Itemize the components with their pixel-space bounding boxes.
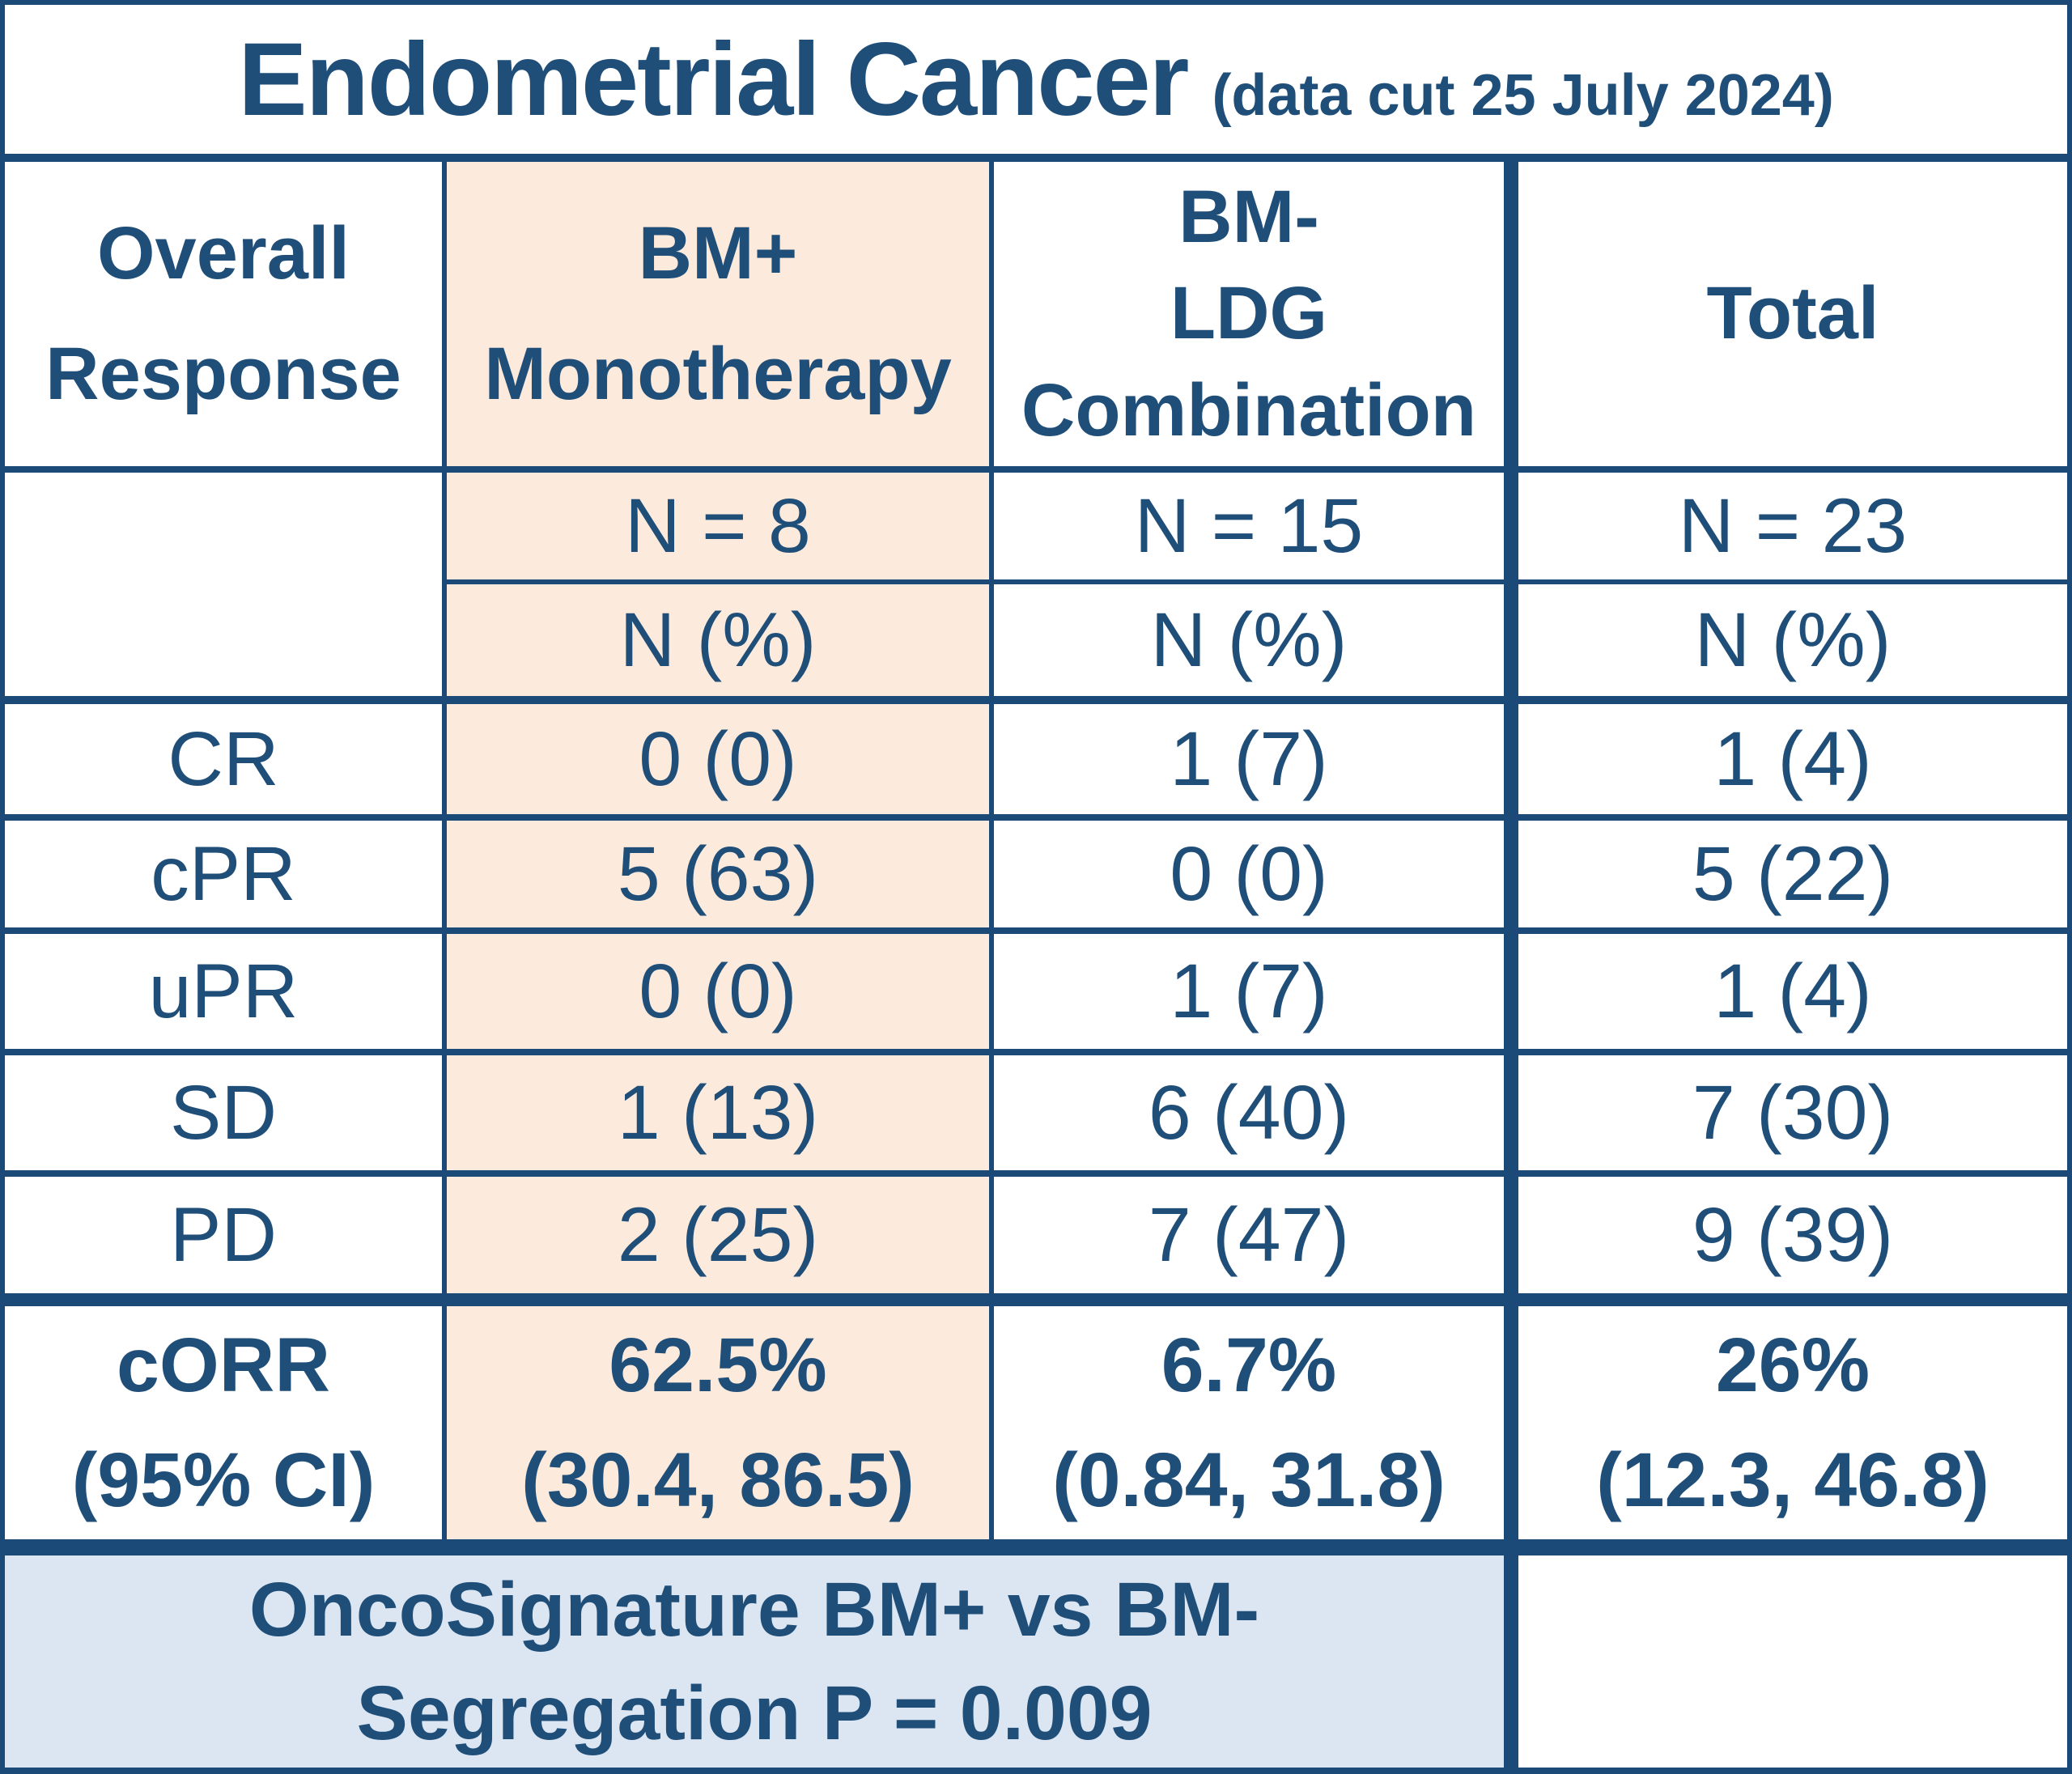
cell-upr-bm-plus: 0 (0): [447, 934, 989, 1049]
title-row: Endometrial Cancer (data cut 25 July 202…: [5, 5, 2067, 154]
footnote-cell: OncoSignature BM+ vs BM- Segregation P =…: [5, 1555, 1504, 1768]
unit-cell-bm-minus: N (%): [994, 584, 1504, 696]
corr-cell-bm-plus: 62.5% (30.4, 86.5): [447, 1306, 989, 1539]
row-label-cpr: cPR: [5, 821, 442, 927]
cell-sd-bm-minus: 6 (40): [994, 1055, 1504, 1170]
corr-cell-bm-minus: 6.7% (0.84, 31.8): [994, 1306, 1504, 1539]
cell-pd-total: 9 (39): [1518, 1177, 2067, 1293]
n-cell-total: N = 23: [1518, 473, 2067, 579]
cell-cr-bm-plus: 0 (0): [447, 704, 989, 814]
title-group: Endometrial Cancer (data cut 25 July 202…: [238, 20, 1834, 139]
n-cell-bm-plus: N = 8: [447, 473, 989, 579]
cell-pd-bm-plus: 2 (25): [447, 1177, 989, 1293]
cell-cpr-total: 5 (22): [1518, 821, 2067, 927]
cell-sd-total: 7 (30): [1518, 1055, 2067, 1170]
header-bm-minus-ldg-combination: BM- LDG Combination: [994, 162, 1504, 466]
row-label-sd: SD: [5, 1055, 442, 1170]
cell-upr-bm-minus: 1 (7): [994, 934, 1504, 1049]
cell-cr-bm-minus: 1 (7): [994, 704, 1504, 814]
corr-row-label: cORR (95% CI): [5, 1306, 442, 1539]
cell-cpr-bm-minus: 0 (0): [994, 821, 1504, 927]
cell-cr-total: 1 (4): [1518, 704, 2067, 814]
row-label-pd: PD: [5, 1177, 442, 1293]
page-title: Endometrial Cancer: [238, 21, 1189, 138]
corr-cell-total: 26% (12.3, 46.8): [1518, 1306, 2067, 1539]
row-label-upr: uPR: [5, 934, 442, 1049]
header-bm-plus-monotherapy: BM+ Monotherapy: [447, 162, 989, 466]
empty-label-cell: [5, 473, 442, 696]
title-data-cut-note: (data cut 25 July 2024): [1212, 62, 1834, 128]
cell-cpr-bm-plus: 5 (63): [447, 821, 989, 927]
header-total: Total: [1518, 162, 2067, 466]
unit-cell-total: N (%): [1518, 584, 2067, 696]
cell-sd-bm-plus: 1 (13): [447, 1055, 989, 1170]
cell-pd-bm-minus: 7 (47): [994, 1177, 1504, 1293]
n-cell-bm-minus: N = 15: [994, 473, 1504, 579]
unit-cell-bm-plus: N (%): [447, 584, 989, 696]
row-label-cr: CR: [5, 704, 442, 814]
footnote-empty-cell: [1518, 1555, 2067, 1768]
cell-upr-total: 1 (4): [1518, 934, 2067, 1049]
header-overall-response: Overall Response: [5, 162, 442, 466]
